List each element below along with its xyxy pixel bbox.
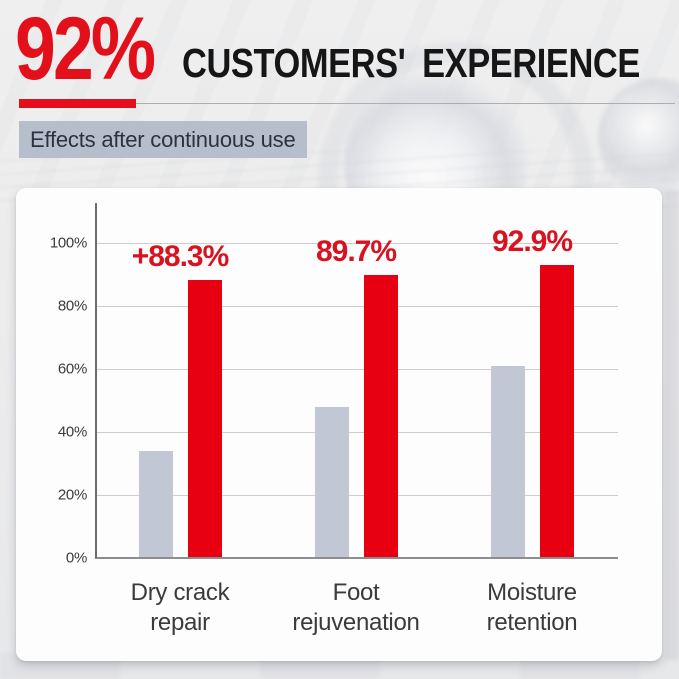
- gridline-80%: [95, 306, 618, 307]
- bar-gray-foot-rejuvenation: [315, 406, 349, 558]
- gridline-60%: [95, 369, 618, 370]
- category-label-moisture-retention: Moisture retention: [486, 579, 578, 636]
- value-label-dry-crack-repair: +88.3%: [131, 239, 230, 273]
- y-tick-label-40%: 40%: [57, 423, 87, 441]
- bar-red-dry-crack-repair: [188, 279, 222, 558]
- divider-accent-bar: [19, 99, 136, 108]
- bar-red-moisture-retention: [540, 265, 574, 558]
- divider: [0, 99, 679, 108]
- y-tick-label-0%: 0%: [65, 549, 87, 567]
- divider-thin-line: [19, 103, 675, 104]
- gridline-40%: [95, 432, 618, 433]
- subtitle-badge: Effects after continuous use: [19, 121, 307, 158]
- chart-card: 0% 20% 40% 60% 80% 100% +88.3% Dry crack repair…: [16, 188, 662, 661]
- headline-stat: 92%: [15, 0, 156, 99]
- bar-gray-moisture-retention: [491, 365, 525, 558]
- bar-gray-dry-crack-repair: [139, 450, 173, 558]
- bar-chart: 0% 20% 40% 60% 80% 100% +88.3% Dry crack repair…: [50, 203, 618, 636]
- y-tick-label-60%: 60%: [57, 360, 87, 378]
- x-axis-line: [95, 557, 618, 559]
- background-bubble: [598, 78, 679, 198]
- y-tick-label-20%: 20%: [57, 486, 87, 504]
- value-label-moisture-retention: 92.9%: [491, 225, 573, 259]
- bar-red-foot-rejuvenation: [364, 275, 398, 558]
- value-label-foot-rejuvenation: 89.7%: [315, 235, 397, 269]
- category-label-foot-rejuvenation: Foot rejuvenation: [292, 579, 420, 636]
- gridline-100%: [95, 243, 618, 244]
- headline-title: CUSTOMERS' EXPERIENCE: [182, 40, 640, 86]
- y-axis-line: [95, 203, 97, 558]
- gridline-20%: [95, 495, 618, 496]
- background-side-band: [665, 190, 679, 660]
- category-label-dry-crack-repair: Dry crack repair: [130, 579, 230, 636]
- y-tick-label-100%: 100%: [49, 234, 87, 252]
- y-tick-label-80%: 80%: [57, 297, 87, 315]
